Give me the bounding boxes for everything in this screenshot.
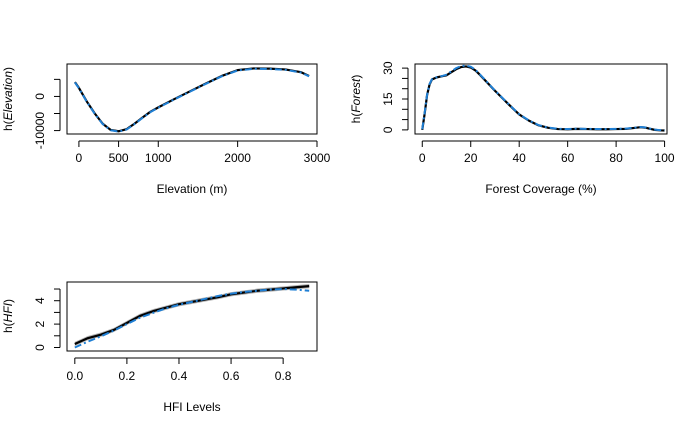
x-tick-label: 0.6 xyxy=(223,369,240,383)
y-axis-label: h(Elevation) xyxy=(1,67,15,131)
x-tick-label: 0.0 xyxy=(66,369,83,383)
x-axis-label: Elevation (m) xyxy=(157,182,228,196)
y-axis-label: h(Forest) xyxy=(349,75,363,124)
y-tick-label: -10000 xyxy=(33,112,47,150)
x-tick-label: 0.4 xyxy=(171,369,188,383)
series-fit-line xyxy=(421,65,665,132)
series-reference-line xyxy=(74,288,310,349)
x-tick-label: 0.8 xyxy=(275,369,292,383)
x-tick-label: 80 xyxy=(609,151,623,165)
y-tick-label: 0 xyxy=(381,126,395,133)
x-tick-label: 3000 xyxy=(304,151,331,165)
y-tick-label: 30 xyxy=(381,61,395,75)
y-tick-label: 15 xyxy=(381,92,395,106)
panel-2: 0 20 40 60 80 100 0 15 30 Forest Coverage (%) h(Fo… xyxy=(349,61,675,196)
panel-1: 0 500 1000 2000 3000 -10000 0 Elevation (m) h(El… xyxy=(1,63,331,196)
series-fit-line xyxy=(74,67,310,133)
series-fit-line xyxy=(74,284,310,345)
plot-area xyxy=(421,64,665,132)
x-tick-label: 0 xyxy=(419,151,426,165)
series-reference-line xyxy=(421,64,665,132)
x-tick-label: 60 xyxy=(561,151,575,165)
plot-frame xyxy=(66,63,318,135)
x-tick-label: 40 xyxy=(513,151,527,165)
x-tick-label: 20 xyxy=(464,151,478,165)
x-tick-label: 0.2 xyxy=(119,369,136,383)
x-axis-label: HFI Levels xyxy=(163,400,220,414)
plot-frame xyxy=(66,281,318,352)
x-tick-label: 0 xyxy=(76,151,83,165)
plot-area xyxy=(74,67,310,133)
confidence-band xyxy=(74,283,310,347)
x-tick-label: 500 xyxy=(109,151,129,165)
y-tick-label: 0 xyxy=(33,93,47,100)
plot-area xyxy=(74,283,310,349)
y-tick-label: 4 xyxy=(33,297,47,304)
series-reference-line xyxy=(74,67,310,133)
x-tick-label: 2000 xyxy=(224,151,251,165)
x-axis-label: Forest Coverage (%) xyxy=(485,182,596,196)
y-tick-label: 2 xyxy=(33,320,47,327)
panel-3: 0.0 0.2 0.4 0.6 0.8 0 2 4 HFI Levels h(HFI) xyxy=(1,281,318,414)
plot-frame xyxy=(414,63,668,135)
x-tick-label: 1000 xyxy=(145,151,172,165)
y-tick-label: 0 xyxy=(33,344,47,351)
x-tick-label: 100 xyxy=(655,151,675,165)
y-axis-label: h(HFI) xyxy=(1,299,15,333)
